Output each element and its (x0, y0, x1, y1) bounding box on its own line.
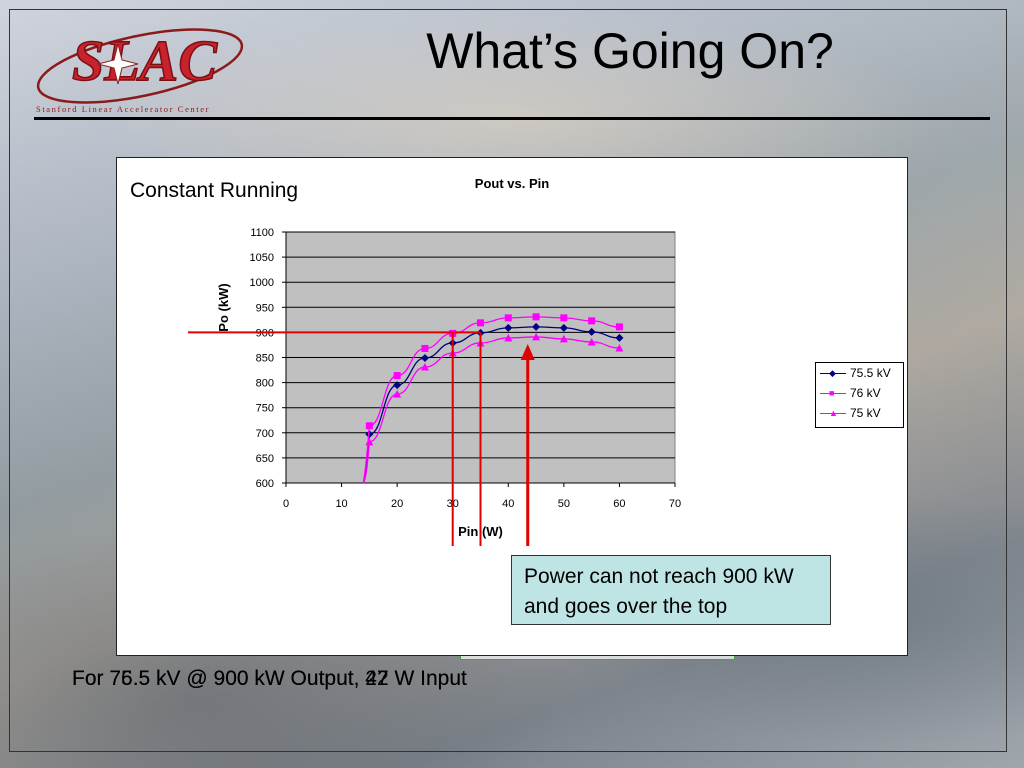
diamond-marker-icon: ◆ (829, 368, 836, 378)
data-point (421, 344, 429, 352)
y-axis-label: Po (kW) (216, 283, 231, 331)
slide-title: What’s Going On? (426, 23, 834, 79)
panel-label: Constant Running (130, 179, 299, 202)
x-tick-label: 0 (283, 498, 289, 510)
data-point (588, 317, 596, 325)
data-point (532, 322, 541, 331)
footer-text-a: For 76.5 kV @ 900 kW Output, 42 W Input (72, 667, 467, 690)
data-point (532, 332, 541, 341)
triangle-marker-icon: ▲ (829, 408, 838, 418)
legend-line (820, 373, 846, 374)
x-tick-label: 70 (669, 498, 681, 510)
data-point (559, 323, 568, 332)
y-tick-label: 850 (256, 353, 274, 365)
data-point (393, 381, 402, 390)
chart-title: Pout vs. Pin (475, 176, 549, 191)
legend-line (820, 413, 846, 414)
red-annotations (188, 331, 535, 546)
data-point (393, 372, 401, 380)
legend-item-75-5kv: ◆ 75.5 kV (816, 363, 903, 383)
y-tick-label: 1000 (250, 277, 274, 289)
data-point (420, 354, 429, 363)
data-point (587, 337, 596, 346)
data-point (365, 422, 373, 430)
y-tick-label: 950 (256, 302, 274, 314)
y-tick-label: 650 (256, 453, 274, 465)
data-point (504, 333, 513, 342)
footer-text-b: For 75.5 kV @ 900 kW Output, 27 W Input (72, 667, 467, 690)
data-point (615, 343, 624, 352)
svg-text:SLAC: SLAC (72, 28, 218, 93)
y-tick-label: 1100 (250, 227, 274, 239)
data-point (504, 323, 513, 332)
legend-label: 75.5 kV (850, 366, 891, 380)
data-point (393, 390, 402, 398)
data-point (615, 323, 623, 331)
slide-frame (9, 9, 1007, 752)
slac-logo: SLAC (36, 27, 244, 104)
legend-label: 75 kV (850, 406, 881, 420)
x-tick-label: 60 (613, 498, 625, 510)
data-point (420, 363, 429, 371)
legend-item-75kv: ▲ 75 kV (816, 403, 903, 423)
legend-label: 76 kV (850, 386, 881, 400)
x-tick-label: 20 (391, 498, 403, 510)
y-tick-label: 750 (256, 403, 274, 415)
x-tick-label: 10 (335, 498, 347, 510)
legend-item-76kv: ■ 76 kV (816, 383, 903, 403)
data-point (365, 437, 374, 446)
data-point (559, 334, 568, 343)
x-tick-label: 40 (502, 498, 514, 510)
legend-line (820, 393, 846, 394)
data-point (560, 314, 568, 322)
y-tick-label: 600 (256, 478, 274, 490)
data-point (477, 319, 484, 327)
y-tick-label: 700 (256, 428, 274, 440)
legend: ◆ 75.5 kV ■ 76 kV ▲ 75 kV (815, 362, 904, 428)
y-tick-label: 800 (256, 378, 274, 390)
x-tick-label: 50 (558, 498, 570, 510)
hidden-box-edge (460, 655, 735, 660)
data-point (365, 430, 374, 439)
logo-subtitle: Stanford Linear Accelerator Center (36, 104, 211, 114)
data-point (587, 327, 596, 336)
annotation-arrow-head (520, 344, 535, 360)
callout-box: Power can not reach 900 kW and goes over… (511, 555, 831, 625)
data-point (504, 314, 512, 322)
data-point (615, 333, 624, 342)
y-tick-label: 1050 (250, 252, 274, 264)
square-marker-icon: ■ (829, 388, 835, 398)
title-rule (34, 117, 990, 120)
data-point (532, 313, 540, 321)
